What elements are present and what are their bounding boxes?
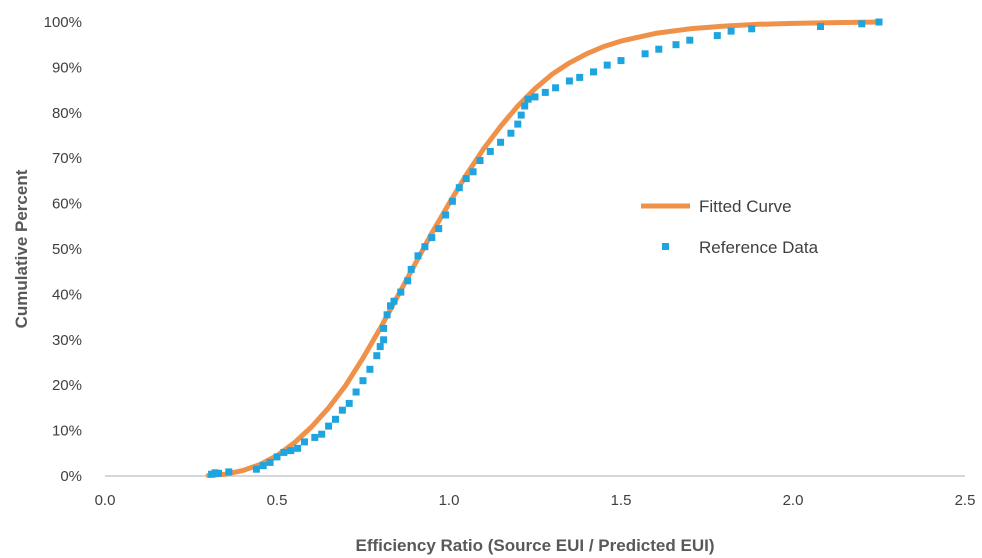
reference-data-point [294, 444, 302, 452]
reference-data-point [280, 448, 288, 456]
reference-data-point [376, 343, 384, 351]
legend: Fitted Curve Reference Data [641, 197, 819, 257]
y-tick-label: 30% [52, 332, 82, 349]
reference-data-point [817, 23, 824, 30]
y-axis-title: Cumulative Percent [12, 169, 31, 328]
x-tick-labels: 0.0 0.5 1.0 1.5 2.0 2.5 [95, 492, 976, 509]
reference-data-point [603, 61, 611, 69]
reference-data-point [332, 415, 339, 423]
reference-data-point [448, 197, 456, 205]
reference-data-point [273, 453, 281, 461]
y-tick-label: 60% [52, 196, 82, 213]
x-tick-label: 1.5 [611, 492, 632, 509]
reference-data-point [517, 111, 525, 119]
y-tick-label: 100% [44, 14, 82, 31]
reference-data-point [287, 447, 295, 455]
reference-data-point [713, 32, 721, 40]
reference-data-point [507, 129, 515, 137]
x-tick-label: 2.5 [955, 492, 976, 509]
reference-data-point [373, 352, 381, 360]
reference-data-point [380, 336, 388, 344]
legend-marker-reference [662, 243, 669, 250]
reference-data-point [338, 406, 346, 414]
reference-data-point [301, 438, 308, 446]
reference-data-point [311, 433, 319, 441]
reference-data-point [462, 175, 470, 183]
reference-data-point [858, 20, 866, 28]
reference-data-point [414, 252, 422, 260]
reference-data-point [428, 234, 436, 242]
reference-data-point [359, 377, 367, 385]
y-tick-label: 40% [52, 286, 82, 303]
reference-data-point [352, 388, 360, 396]
reference-data-point [541, 88, 549, 96]
reference-data-point [486, 147, 494, 155]
reference-data-point [404, 277, 412, 285]
legend-label-reference: Reference Data [699, 238, 819, 257]
reference-data-point [252, 465, 260, 473]
x-tick-label: 0.5 [267, 492, 288, 509]
reference-data-point [421, 243, 429, 251]
reference-data-point [469, 168, 477, 176]
reference-data-point [325, 422, 333, 430]
y-tick-label: 80% [52, 105, 82, 122]
x-tick-label: 1.0 [439, 492, 460, 509]
reference-data-point [686, 36, 694, 44]
reference-data-point [565, 77, 573, 85]
reference-data-point [748, 25, 756, 33]
reference-data-point [387, 302, 394, 310]
reference-data-point [390, 297, 398, 305]
y-tick-labels: 0% 10% 20% 30% 40% 50% 60% 70% 80% 90% 100% [44, 14, 82, 485]
y-tick-label: 10% [52, 423, 82, 440]
reference-data-point [345, 399, 353, 407]
reference-data-point [531, 93, 539, 101]
reference-data-point [455, 184, 463, 192]
x-tick-label: 2.0 [783, 492, 804, 509]
reference-data-point [641, 50, 649, 58]
reference-data-point [617, 57, 625, 65]
reference-data-point [497, 138, 505, 146]
x-axis-title: Efficiency Ratio (Source EUI / Predicted… [356, 536, 715, 555]
reference-data-point [590, 68, 597, 76]
reference-data-point [672, 41, 680, 49]
reference-data-point [521, 102, 529, 110]
reference-data-point [225, 468, 233, 476]
reference-data-point [576, 73, 584, 81]
series-layer [205, 18, 883, 478]
reference-data-point [727, 27, 735, 35]
reference-data-point [215, 469, 222, 477]
reference-data-point [524, 95, 532, 103]
y-tick-label: 20% [52, 377, 82, 394]
legend-label-fitted: Fitted Curve [699, 197, 792, 216]
reference-data-point [435, 225, 443, 233]
y-tick-label: 70% [52, 150, 82, 167]
reference-data-point [875, 18, 883, 26]
y-tick-label: 0% [60, 468, 82, 485]
reference-data-point [259, 462, 267, 470]
reference-data-point [552, 84, 560, 92]
reference-data-point [407, 265, 415, 273]
reference-data-point [383, 311, 391, 319]
y-tick-label: 50% [52, 241, 82, 258]
reference-data-point [514, 120, 522, 128]
reference-data-point [442, 211, 450, 219]
x-tick-label: 0.0 [95, 492, 116, 509]
reference-data-point [397, 288, 405, 296]
fitted-curve-line [205, 19, 882, 478]
reference-data-point [366, 365, 374, 373]
reference-data-point [318, 430, 326, 438]
reference-data-point [476, 157, 484, 164]
reference-data-point [380, 324, 388, 332]
y-tick-label: 90% [52, 59, 82, 76]
reference-data-point [266, 458, 274, 466]
reference-data-point [655, 45, 663, 53]
